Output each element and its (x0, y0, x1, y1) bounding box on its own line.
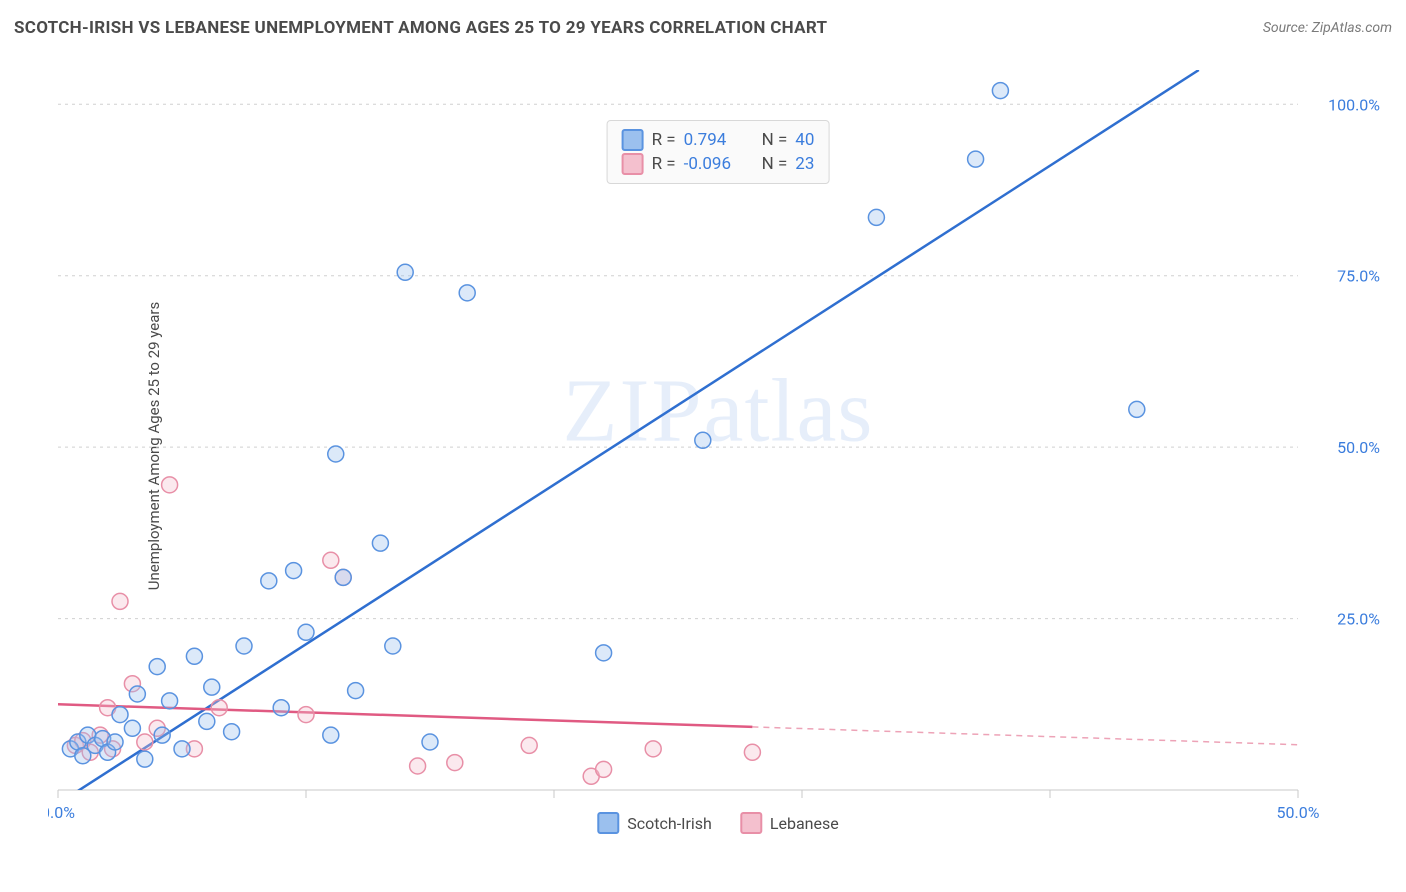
legend-swatch (597, 812, 619, 834)
n-value: 40 (795, 130, 814, 150)
svg-text:50.0%: 50.0% (1277, 803, 1320, 822)
r-label: R = (652, 154, 676, 174)
legend-series-label: Lebanese (770, 814, 839, 833)
legend-series-label: Scotch-Irish (627, 814, 712, 833)
legend-swatch (622, 129, 644, 151)
legend-series-item: Scotch-Irish (597, 812, 712, 834)
legend-swatch (740, 812, 762, 834)
legend-series: Scotch-Irish Lebanese (597, 812, 838, 834)
plot-area: 0.0%50.0%25.0%50.0%75.0%100.0% ZIPatlas … (48, 60, 1388, 840)
svg-text:50.0%: 50.0% (1337, 438, 1380, 457)
n-value: 23 (795, 154, 814, 174)
svg-text:75.0%: 75.0% (1337, 267, 1380, 286)
title-bar: SCOTCH-IRISH VS LEBANESE UNEMPLOYMENT AM… (14, 18, 1392, 38)
legend-correlation-row: R = -0.096 N = 23 (622, 153, 815, 175)
n-label: N = (762, 130, 788, 150)
r-label: R = (652, 130, 676, 150)
svg-text:25.0%: 25.0% (1337, 610, 1380, 629)
svg-text:0.0%: 0.0% (48, 803, 75, 822)
chart-title: SCOTCH-IRISH VS LEBANESE UNEMPLOYMENT AM… (14, 18, 827, 38)
svg-text:100.0%: 100.0% (1328, 95, 1380, 114)
legend-swatch (622, 153, 644, 175)
r-value: -0.096 (684, 154, 754, 174)
legend-series-item: Lebanese (740, 812, 839, 834)
source-attribution: Source: ZipAtlas.com (1263, 20, 1392, 36)
n-label: N = (762, 154, 788, 174)
legend-correlation-row: R = 0.794 N = 40 (622, 129, 815, 151)
r-value: 0.794 (684, 130, 754, 150)
legend-correlation: R = 0.794 N = 40R = -0.096 N = 23 (607, 120, 830, 184)
